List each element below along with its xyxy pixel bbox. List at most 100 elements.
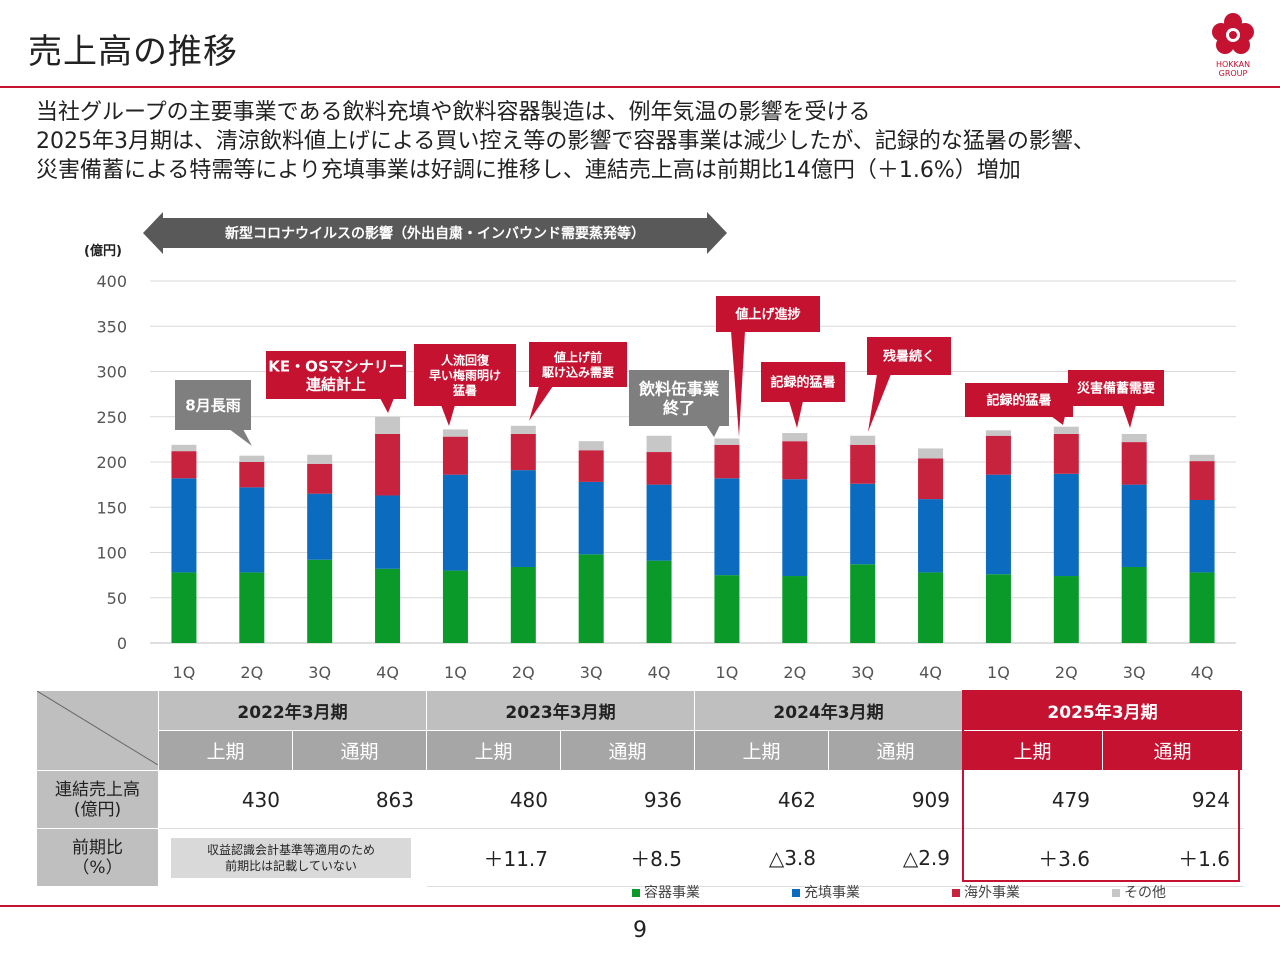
x-tick-label: 1Q [716, 663, 739, 682]
bar-segment [239, 572, 265, 643]
bar-segment [171, 444, 197, 452]
half-label: 上期 [158, 730, 293, 771]
callout-pointer [731, 331, 745, 437]
flower-logo-icon [1212, 13, 1254, 54]
yoy-row-label-1: 前期比 [72, 837, 123, 858]
callout-label: 駆け込み需要 [542, 364, 614, 379]
callout-label: 値上げ前 [553, 349, 602, 364]
yoy-note-line-2: 前期比は記載していない [225, 858, 357, 873]
full-label: 通期 [1102, 730, 1243, 771]
yoy-row-label: 前期比 （%） [36, 828, 159, 887]
callout-pointer [868, 374, 891, 432]
bar-segment [1189, 454, 1215, 462]
description-line-1: 当社グループの主要事業である飲料充填や飲料容器製造は、例年気温の影響を受ける [36, 100, 871, 125]
callout-box [1068, 370, 1164, 406]
bar-segment [307, 559, 333, 643]
bar-segment [307, 463, 333, 494]
bar-segment [239, 455, 265, 462]
sales-summary-table: 2022年3月期 2023年3月期 2024年3月期 2025年3月期 上期 通… [36, 690, 1243, 887]
bar-segment [1053, 473, 1079, 577]
legend-swatch-other [1112, 889, 1120, 897]
legend-swatch-overseas [952, 889, 960, 897]
bar-segment [714, 478, 740, 576]
sales-value: 909 [828, 770, 963, 829]
bar-segment [171, 478, 197, 573]
y-tick-label: 150 [96, 498, 127, 517]
x-tick-label: 2Q [512, 663, 535, 682]
description-line-2: 2025年3月期は、清涼飲料値上げによる買い控え等の影響で容器事業は減少したが、… [36, 129, 1095, 154]
bar-segment [646, 484, 672, 561]
callout-box [529, 342, 627, 387]
bar-segment [782, 479, 808, 577]
x-tick-label: 1Q [173, 663, 196, 682]
sales-value: 936 [560, 770, 695, 829]
bar-segment [985, 430, 1011, 436]
bar-segment [918, 458, 944, 500]
covid-period-arrow [143, 212, 727, 254]
bar-segment [918, 499, 944, 573]
callout-label: 連結計上 [306, 375, 366, 393]
bar-segment [1121, 566, 1147, 643]
fy-2025-header: 2025年3月期 [962, 690, 1243, 731]
bar-segment [1121, 484, 1147, 567]
x-tick-label: 2Q [240, 663, 263, 682]
callout-label: KE・OSマシナリー [268, 357, 403, 375]
footer-divider [0, 905, 1280, 907]
legend-item-overseas: 海外事業 [952, 882, 1020, 902]
x-tick-label: 3Q [580, 663, 603, 682]
bar-segment [985, 435, 1011, 475]
y-tick-label: 0 [117, 634, 127, 653]
callout-box [266, 351, 406, 399]
bar-segment [442, 570, 468, 643]
description-line-3: 災害備蓄による特需等により充填事業は好調に推移し、連結売上高は前期比14億円（＋… [36, 158, 1021, 183]
bar-segment [782, 433, 808, 442]
sales-stacked-bar-chart: 新型コロナウイルスの影響（外出自粛・インバウンド需要蒸発等） (億円) 0 50 100… [84, 212, 1236, 682]
bar-segment [578, 481, 604, 555]
bar-segment [307, 493, 333, 560]
bar-segment [714, 575, 740, 643]
callout-label: 人流回復 [441, 352, 490, 367]
sales-value: 480 [426, 770, 561, 829]
callout-box [761, 362, 845, 402]
bar-segment [1189, 500, 1215, 573]
bar-segment [850, 435, 876, 445]
bar-segment [171, 451, 197, 479]
bar-segment [510, 470, 536, 567]
yoy-value: ＋3.6 [962, 828, 1103, 887]
callout-pointer [1051, 416, 1065, 425]
logo-text-line1: HOKKAN [1215, 60, 1251, 69]
bar-segment [239, 487, 265, 573]
callout-pointer [529, 386, 553, 421]
bar-segment [646, 452, 672, 485]
bar-segment [1053, 426, 1079, 434]
legend-item-filling: 充填事業 [792, 882, 860, 902]
x-tick-label: 3Q [308, 663, 331, 682]
bar-segment [1189, 572, 1215, 643]
x-tick-label: 4Q [919, 663, 942, 682]
bar-segment [375, 495, 401, 569]
yoy-value: △2.9 [828, 828, 963, 887]
bar-segment [171, 572, 197, 643]
callout-label: 値上げ進捗 [734, 307, 800, 323]
y-tick-label: 350 [96, 317, 127, 336]
callout-pointer [789, 401, 803, 428]
yoy-note-line-1: 収益認識会計基準等適用のため [206, 842, 375, 857]
hokkan-logo: HOKKAN GROUP [1206, 10, 1260, 78]
callout-label: 終了 [663, 398, 695, 417]
bar-segment [442, 474, 468, 571]
x-tick-label: 2Q [783, 663, 806, 682]
y-unit-label: (億円) [84, 243, 122, 259]
bar-segment [375, 568, 401, 643]
half-label: 上期 [426, 730, 561, 771]
legend-swatch-filling [792, 889, 800, 897]
bar-segment [850, 444, 876, 484]
x-tick-label: 4Q [1191, 663, 1214, 682]
fy-2024-header: 2024年3月期 [694, 690, 963, 731]
callout-box [965, 383, 1073, 417]
bar-segment [1189, 461, 1215, 501]
callout-box [629, 370, 729, 426]
yoy-value: ＋8.5 [560, 828, 695, 887]
callout-pointer [229, 429, 252, 446]
callout-box [175, 380, 251, 430]
x-tick-label: 3Q [1123, 663, 1146, 682]
